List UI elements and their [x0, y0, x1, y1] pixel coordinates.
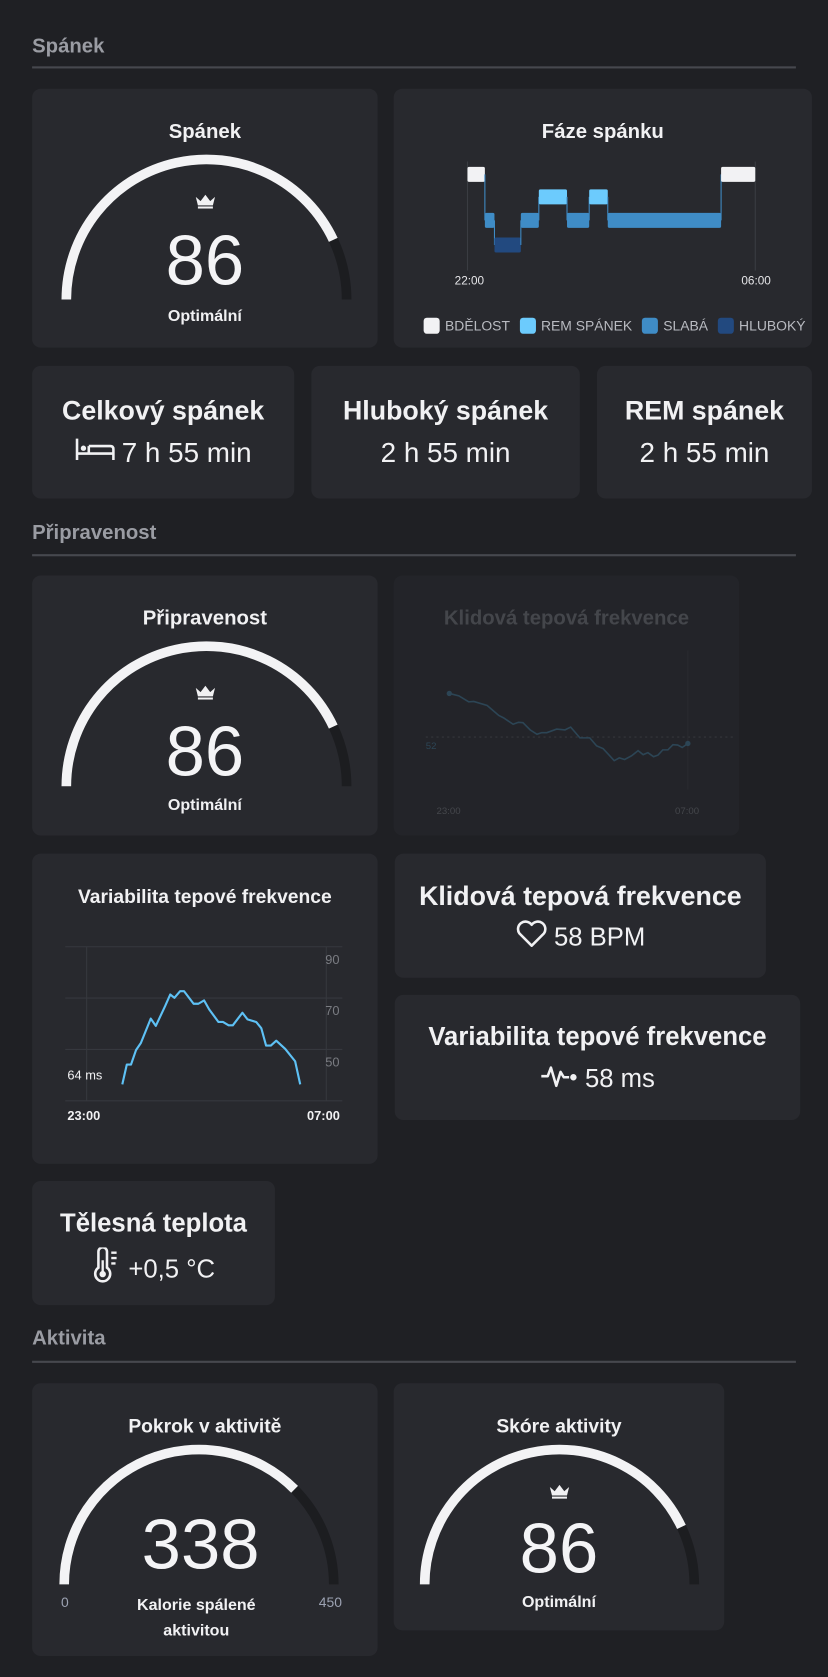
y-tick: 50 — [325, 1054, 340, 1070]
data-point — [685, 740, 691, 747]
sleep-score-card[interactable]: Spánek 86 Optimální — [32, 88, 378, 348]
activity-score-label: Optimální — [521, 1592, 596, 1612]
stage-segment — [520, 212, 539, 228]
x-label-end: 06:00 — [741, 274, 771, 288]
y-tick: 90 — [325, 952, 340, 968]
gauge-fill — [419, 1444, 686, 1585]
hrv-line — [121, 990, 302, 1085]
heart-icon — [515, 920, 547, 955]
total-sleep-value: 7 h 55 min — [121, 436, 252, 469]
sleep-score-label: Optimální — [167, 307, 242, 326]
deep-sleep-value: 2 h 55 min — [380, 436, 511, 469]
readiness-gauge — [61, 641, 352, 787]
gauge-max-label: 450 — [318, 1593, 343, 1611]
legend-item-awake: BDĚLOST — [423, 317, 510, 334]
stage-segment — [484, 212, 495, 228]
stage-segment — [589, 189, 608, 205]
section-title-readiness: Připravenost — [32, 522, 157, 545]
stage-segment — [467, 166, 485, 182]
card-title: Fáze spánku — [541, 120, 664, 144]
x-label-start: 23:00 — [436, 805, 461, 817]
card-title: Variabilita tepové frekvence — [78, 885, 332, 908]
resting-hr-chart-card[interactable]: Klidová tepová frekvence 52 23:00 07:00 — [393, 575, 740, 836]
readiness-label: Optimální — [167, 795, 242, 815]
thermometer-icon — [92, 1246, 122, 1291]
section-title-sleep: Spánek — [32, 35, 105, 58]
reference-label: 52 — [425, 740, 437, 751]
activity-score-gauge — [419, 1444, 700, 1585]
stat-title: Tělesná teplota — [60, 1208, 247, 1238]
sleep-phases-card[interactable]: Fáze spánku 22:00 06:00 BDĚLOST REM SPÁN… — [393, 88, 812, 348]
body-temperature-value: +0,5 °C — [128, 1254, 216, 1284]
crown-icon — [32, 194, 378, 209]
x-label-start: 23:00 — [67, 1108, 101, 1124]
crown-icon — [32, 685, 378, 700]
stat-title: Hluboký spánek — [342, 395, 549, 426]
rem-sleep-value: 2 h 55 min — [639, 436, 770, 469]
section-title-activity: Aktivita — [32, 1327, 106, 1351]
data-point — [446, 690, 452, 697]
divider — [32, 1360, 796, 1363]
hrv-chart-card[interactable]: Variabilita tepové frekvence 90 70 50 64… — [32, 853, 378, 1164]
resting-hr-value: 58 BPM — [553, 922, 646, 952]
hrv-chart-label: 64 ms — [67, 1067, 103, 1083]
card-title: Spánek — [168, 120, 242, 144]
rem-sleep-card[interactable]: REM spánek 2 h 55 min — [596, 365, 812, 499]
card-title: Klidová tepová frekvence — [443, 607, 690, 631]
sleep-phases-chart — [466, 161, 756, 271]
x-label-end: 07:00 — [307, 1108, 340, 1124]
gauge-fill — [61, 154, 338, 300]
stage-segment — [567, 212, 590, 228]
y-tick: 70 — [325, 1003, 340, 1019]
hrv-value: 58 ms — [584, 1063, 655, 1093]
activity-progress-card[interactable]: Pokrok v aktivitě 338 0 450 Kalorie spál… — [32, 1383, 378, 1657]
legend-item-light: SLABÁ — [641, 317, 708, 334]
activity-progress-value: 338 — [141, 1504, 260, 1584]
card-title: Připravenost — [142, 607, 267, 631]
stat-title: Klidová tepová frekvence — [419, 881, 742, 912]
resting-hr-chart — [425, 650, 737, 790]
pulse-icon — [540, 1061, 579, 1096]
bed-icon — [75, 436, 116, 469]
hrv-chart — [65, 946, 343, 1102]
legend-item-rem: REM SPÁNEK — [519, 317, 632, 334]
resting-hr-line — [449, 692, 689, 762]
stage-segment — [607, 212, 722, 228]
activity-progress-gauge — [59, 1444, 339, 1585]
stage-segment — [721, 166, 756, 182]
stat-title: Variabilita tepové frekvence — [428, 1022, 767, 1052]
readiness-value: 86 — [165, 711, 245, 791]
stat-title: Celkový spánek — [62, 395, 265, 426]
crown-icon — [394, 1484, 725, 1499]
activity-score-value: 86 — [519, 1508, 599, 1588]
activity-score-card[interactable]: Skóre aktivity 86 Optimální — [393, 1383, 725, 1631]
hrv-card[interactable]: Variabilita tepové frekvence 58 ms — [394, 994, 801, 1121]
readiness-card[interactable]: Připravenost 86 Optimální — [32, 575, 378, 836]
body-temperature-card[interactable]: Tělesná teplota +0,5 °C — [32, 1181, 275, 1306]
deep-sleep-card[interactable]: Hluboký spánek 2 h 55 min — [311, 365, 580, 499]
stage-segment — [494, 237, 521, 253]
activity-progress-label: Kalorie spálené aktivitou — [136, 1596, 256, 1640]
sleep-score-value: 86 — [165, 220, 245, 300]
card-title: Skóre aktivity — [496, 1415, 622, 1437]
stat-title: REM spánek — [624, 395, 784, 426]
total-sleep-card[interactable]: Celkový spánek 7 h 55 min — [32, 365, 295, 499]
gauge-min-label: 0 — [60, 1593, 69, 1611]
divider — [32, 66, 796, 69]
card-title: Pokrok v aktivitě — [128, 1415, 282, 1437]
legend-item-deep: HLUBOKÝ — [717, 317, 806, 334]
x-label-end: 07:00 — [675, 805, 700, 817]
x-label-start: 22:00 — [454, 274, 485, 288]
gauge-fill — [61, 641, 338, 787]
stage-segment — [538, 189, 568, 205]
sleep-gauge — [61, 154, 352, 300]
divider — [32, 554, 796, 557]
gauge-fill — [59, 1444, 298, 1585]
legend: BDĚLOST REM SPÁNEK SLABÁ HLUBOKÝ — [423, 317, 806, 334]
resting-hr-card[interactable]: Klidová tepová frekvence 58 BPM — [394, 853, 766, 978]
